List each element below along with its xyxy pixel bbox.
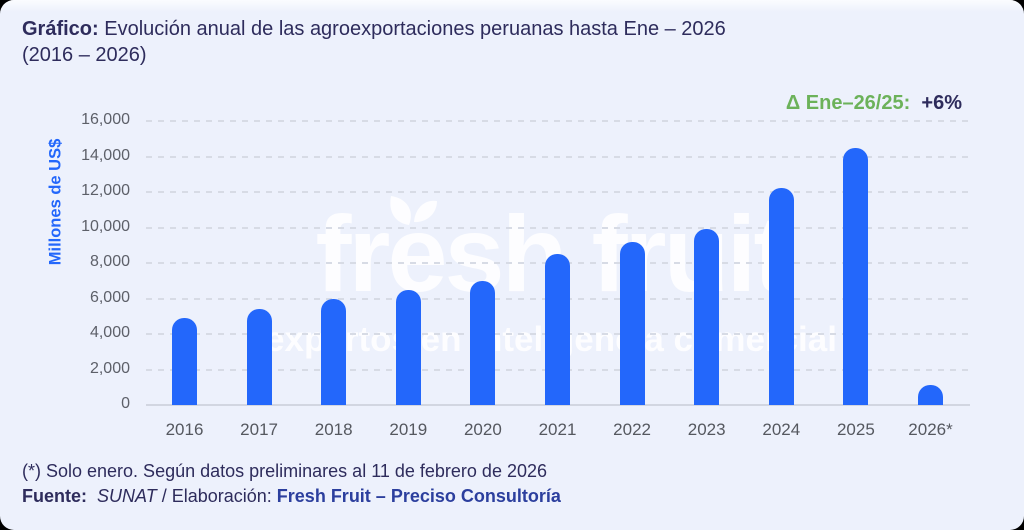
- bar-2016: [172, 318, 197, 405]
- source-label: Fuente:: [22, 486, 87, 506]
- title-prefix: Gráfico:: [22, 18, 99, 40]
- x-tick-label: 2026*: [908, 420, 953, 439]
- bar-2023: [694, 229, 720, 405]
- x-tick-label: 2022: [613, 420, 651, 439]
- bar-2025: [843, 147, 869, 405]
- source-name: SUNAT: [97, 486, 157, 506]
- bar-2018: [321, 298, 347, 405]
- y-tick-label: 0: [121, 395, 130, 412]
- y-tick-label: 16,000: [81, 111, 130, 128]
- x-tick-label: 2018: [314, 420, 353, 439]
- gridline: [146, 226, 970, 229]
- gridline: [146, 120, 970, 122]
- delta-value: +6%: [921, 92, 962, 114]
- gridline: [146, 191, 970, 193]
- y-tick-label: 4,000: [89, 324, 130, 341]
- x-tick-label: 2020: [463, 420, 502, 439]
- bar-2021: [545, 254, 570, 405]
- bar-2022: [619, 241, 645, 405]
- x-tick-label: 2019: [389, 420, 428, 439]
- x-tick-label: 2025: [836, 420, 875, 439]
- bar-2017: [246, 309, 272, 405]
- x-tick-label: 2016: [165, 420, 204, 439]
- y-tick-label: 10,000: [81, 217, 130, 235]
- delta-label: Δ Ene–26/25:: [785, 92, 911, 114]
- y-tick-label: 2,000: [89, 359, 130, 377]
- y-tick-label: 8,000: [89, 253, 130, 270]
- elaboration-name-link[interactable]: Fresh Fruit – Preciso Consultoría: [276, 486, 561, 506]
- bar-2026: [918, 384, 943, 405]
- y-axis-title: Millones de US$: [46, 138, 65, 266]
- x-tick-label: 2023: [687, 420, 726, 439]
- bar-2019: [395, 289, 421, 405]
- x-axis-baseline: [146, 404, 970, 406]
- separator: /: [156, 486, 172, 506]
- bar-2020: [470, 280, 496, 405]
- delta-annotation: Δ Ene–26/25: +6%: [786, 92, 962, 115]
- source-line: Fuente: SUNAT / Elaboración: Fresh Fruit…: [22, 486, 561, 507]
- y-tick-label: 12,000: [81, 182, 130, 199]
- footnote: (*) Solo enero. Según datos preliminares…: [22, 461, 547, 481]
- title-line2: (2016 – 2026): [22, 44, 147, 66]
- title-text: Evolución anual de las agroexportaciones…: [98, 18, 726, 40]
- gridline: [146, 155, 970, 158]
- page-title: Gráfico: Evolución anual de las agroexpo…: [22, 16, 726, 68]
- elaboration-label: Elaboración:: [171, 486, 277, 506]
- bar-2024: [768, 188, 794, 405]
- x-tick-label: 2017: [240, 420, 278, 439]
- y-tick-label: 6,000: [89, 288, 130, 306]
- y-tick-label: 14,000: [81, 146, 130, 164]
- x-tick-label: 2021: [538, 420, 577, 439]
- title-line1: Gráfico: Evolución anual de las agroexpo…: [22, 16, 726, 42]
- x-tick-label: 2024: [762, 420, 801, 439]
